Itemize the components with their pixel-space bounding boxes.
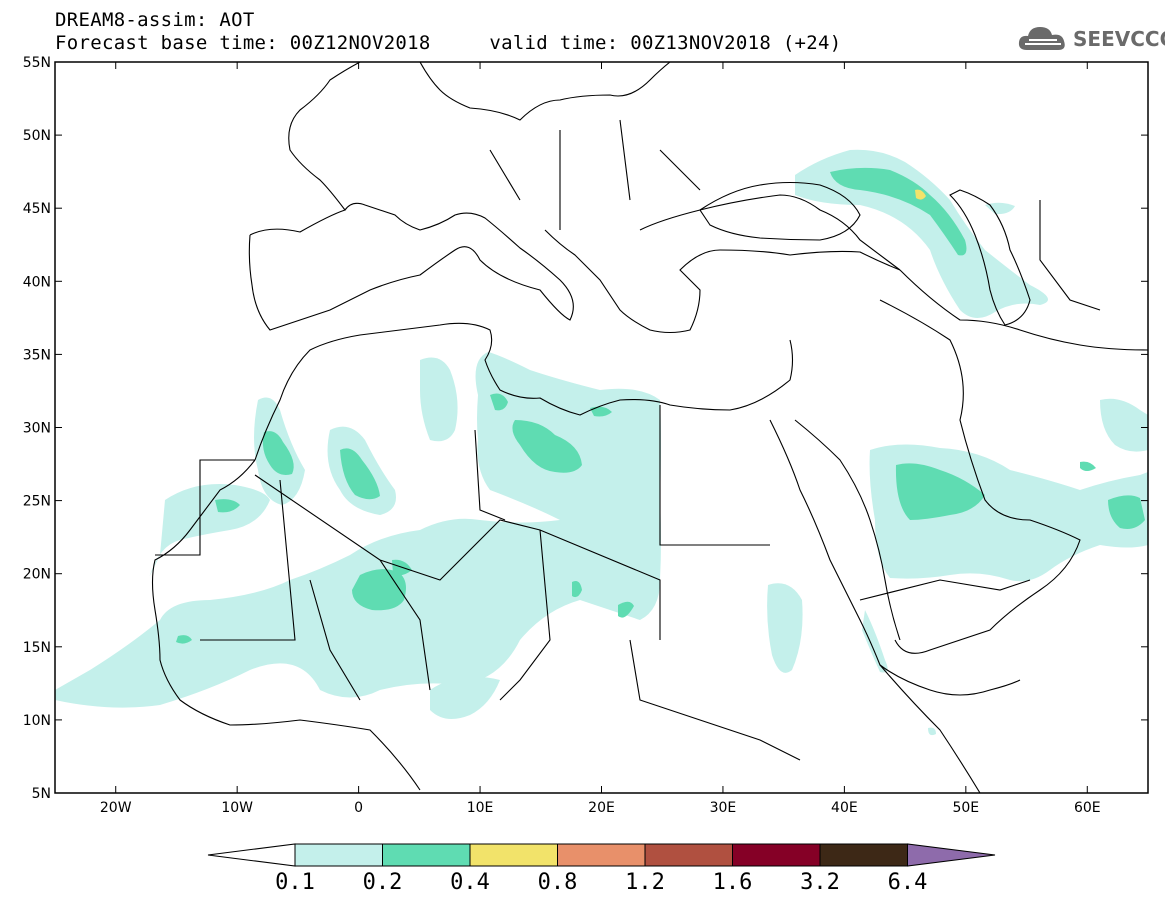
logo-text: SEEVCCC [1073,27,1165,51]
lon-label: 20W [100,800,132,816]
lat-label: 15N [23,640,51,656]
lat-label: 45N [23,201,51,217]
lon-label: 10E [467,800,494,816]
map-title: DREAM8-assim: AOT [55,9,255,31]
seevccc-logo: SEEVCCC [1017,22,1165,56]
lat-label: 5N [32,786,51,802]
aot-field-0-2 [176,167,1145,644]
lat-label: 10N [23,713,51,729]
lon-label: 0 [354,800,363,816]
colorbar-label: 3.2 [800,870,840,895]
lon-label: 10W [221,800,253,816]
colorbar-segment [557,843,646,867]
lon-label: 50E [952,800,979,816]
lon-label: 60E [1074,800,1101,816]
colorbar-segment [732,843,821,867]
lat-label: 20N [23,567,51,583]
colorbar-label: 1.6 [712,870,753,895]
lon-label: 20E [588,800,615,816]
colorbar-segment [382,843,471,867]
colorbar-high-arrow [907,843,996,867]
forecast-time-line: Forecast base time: 00Z12NOV2018 valid t… [55,32,842,54]
lat-label: 50N [23,128,51,144]
lat-label: 40N [23,274,51,290]
colorbar-segment [644,843,733,867]
lat-label: 55N [23,55,51,71]
colorbar-label: 1.2 [625,870,665,895]
map-boundaries [151,62,1148,793]
axis-ticks: 55N 50N 45N 40N 35N 30N 25N 20N 15N 10N 5N 20W 10W 0 1… [23,55,1148,816]
colorbar-segment [294,843,383,867]
colorbar-low-arrow [207,843,296,867]
colorbar-label: 6.4 [887,870,928,895]
lat-label: 25N [23,494,51,510]
aot-field-0-1 [55,149,1148,736]
lon-label: 40E [831,800,858,816]
lat-label: 30N [23,421,51,437]
lat-label: 35N [23,347,51,363]
aot-field-0-4 [915,189,926,200]
colorbar-segment [469,843,558,867]
lon-label: 30E [710,800,737,816]
aot-fields [55,149,1148,736]
cloud-icon [1018,27,1065,50]
colorbar-label: 0.4 [450,870,490,895]
colorbar-segment [819,843,908,867]
colorbar-label: 0.8 [537,870,578,895]
colorbar-label: 0.1 [275,870,315,895]
colorbar-label: 0.2 [362,870,403,895]
